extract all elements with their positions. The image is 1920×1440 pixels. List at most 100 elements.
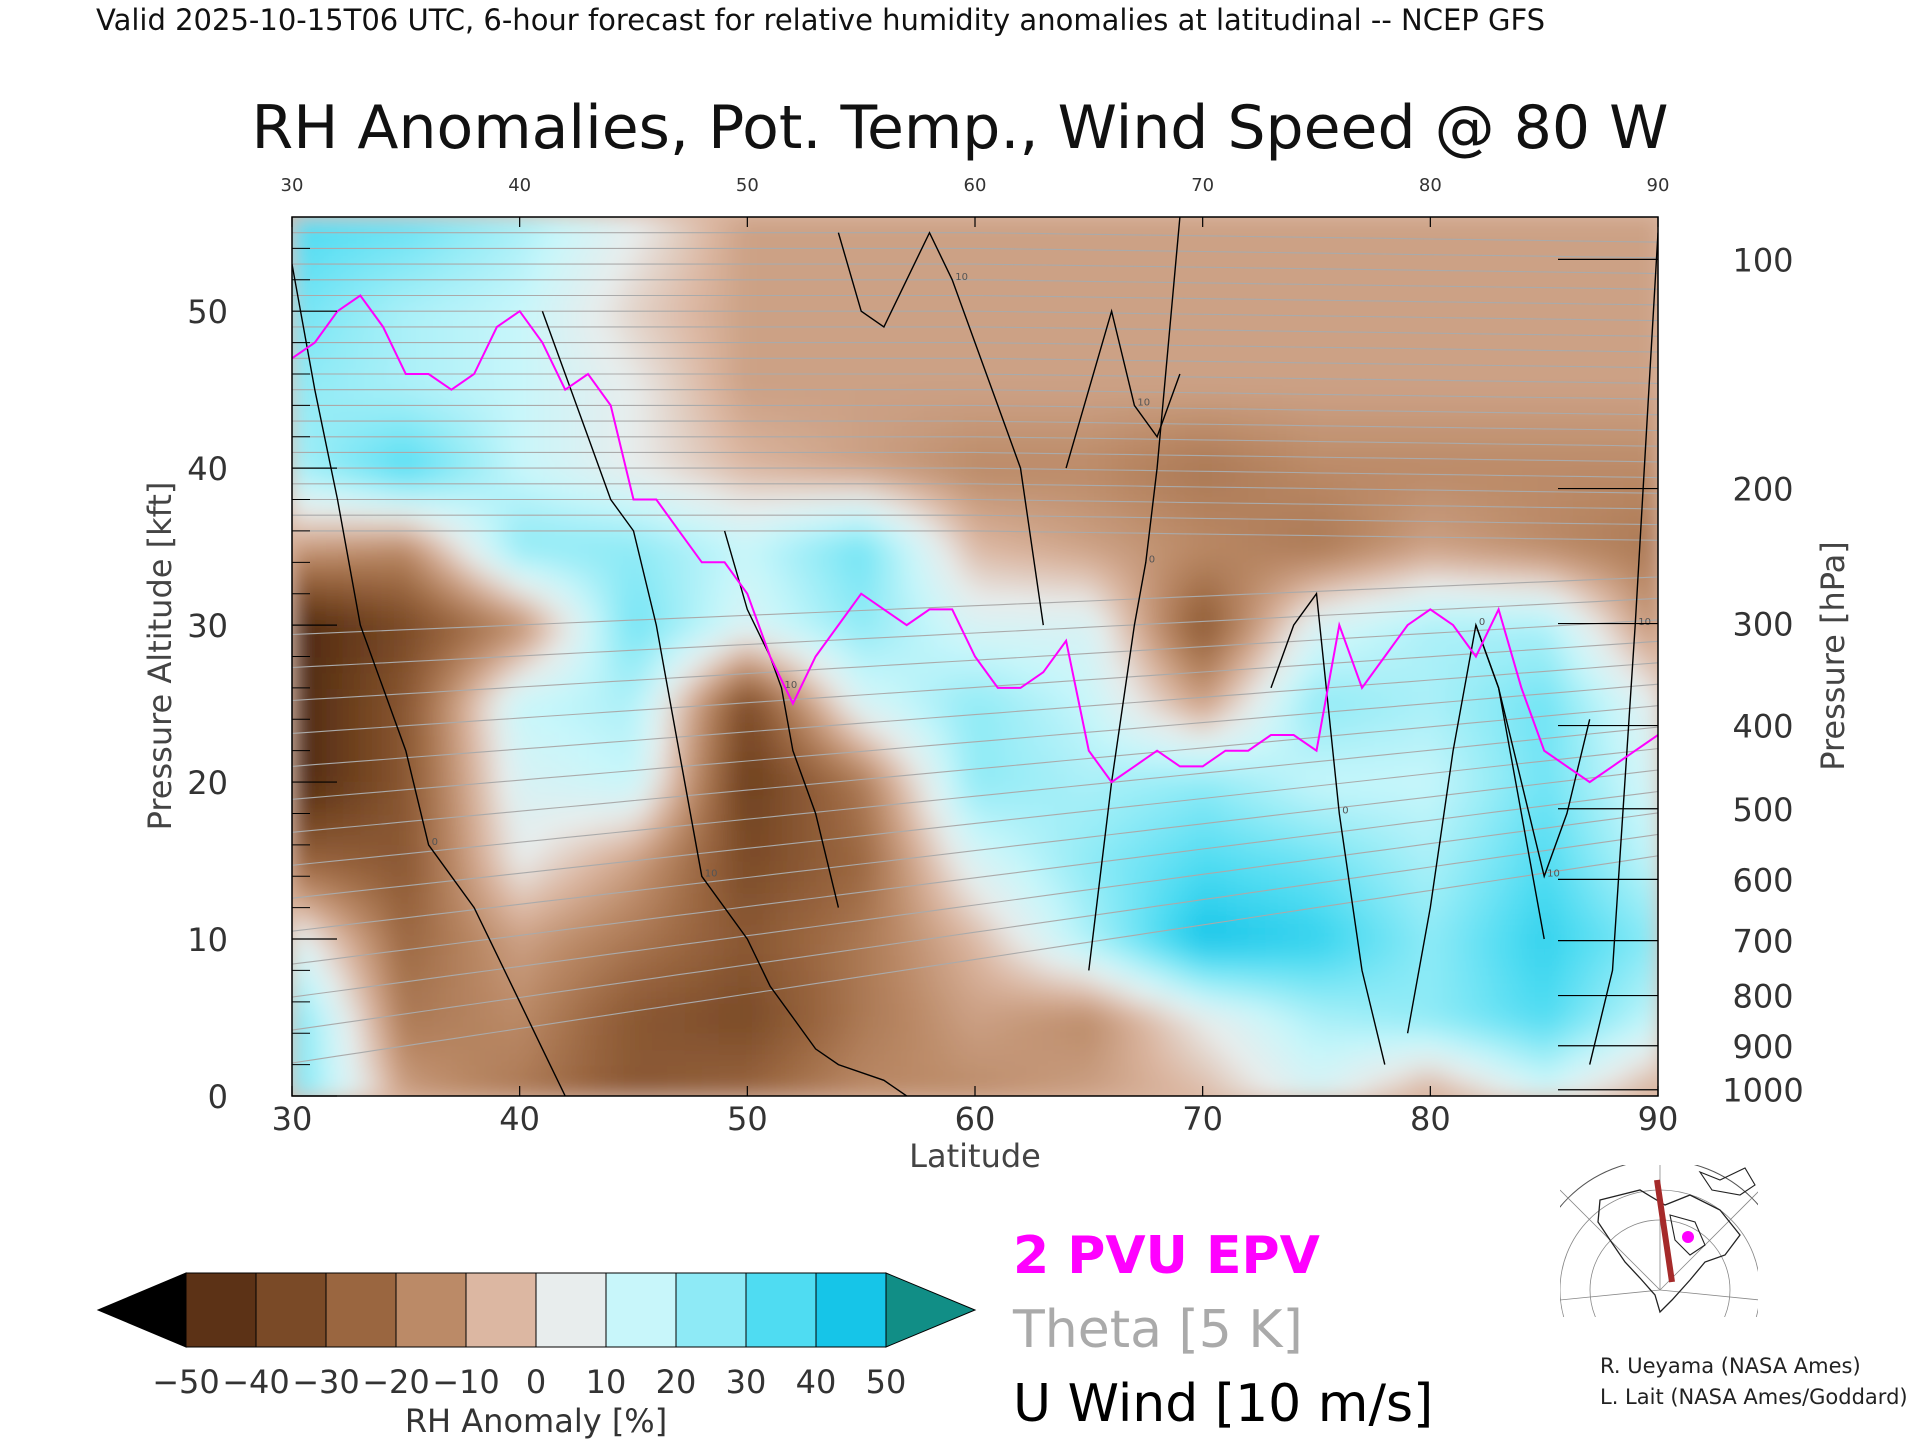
- heat-cell: [1043, 342, 1062, 360]
- heat-cell: [292, 530, 311, 548]
- heat-cell: [855, 264, 874, 281]
- heat-cell: [923, 891, 942, 909]
- heat-cell: [1060, 1001, 1079, 1019]
- heat-cell: [804, 766, 823, 784]
- heat-cell: [1640, 860, 1658, 878]
- heat-cell: [309, 640, 328, 658]
- heat-cell: [1623, 703, 1642, 721]
- heat-cell: [975, 687, 994, 705]
- heat-cell: [1282, 373, 1301, 391]
- heat-cell: [821, 295, 840, 313]
- heat-cell: [1401, 562, 1420, 580]
- heat-cell: [1470, 876, 1489, 893]
- heat-cell: [1623, 358, 1642, 375]
- heat-cell: [1418, 734, 1438, 752]
- heat-cell: [787, 970, 806, 988]
- heat-cell: [1179, 342, 1198, 360]
- heat-cell: [1436, 358, 1455, 375]
- heat-cell: [1026, 264, 1045, 281]
- heat-cell: [1436, 515, 1455, 532]
- heat-cell: [1128, 546, 1147, 564]
- heat-cell: [1367, 546, 1386, 564]
- heat-cell: [1128, 421, 1147, 438]
- heat-cell: [428, 782, 447, 799]
- heat-cell: [906, 939, 925, 956]
- heat-cell: [1077, 311, 1096, 328]
- heat-cell: [1077, 358, 1096, 375]
- heat-cell: [906, 640, 925, 658]
- heat-cell: [1043, 766, 1062, 784]
- heat-cell: [975, 625, 994, 642]
- heat-cell: [1401, 1001, 1420, 1019]
- heat-cell: [735, 499, 755, 517]
- heat-cell: [343, 860, 362, 878]
- heat-cell: [1094, 750, 1113, 768]
- heat-cell: [940, 876, 959, 893]
- heat-cell: [1009, 232, 1028, 250]
- heat-cell: [1026, 844, 1045, 862]
- heat-cell: [377, 954, 396, 972]
- heat-cell: [1094, 954, 1113, 972]
- heat-cell: [1282, 358, 1301, 375]
- heat-cell: [855, 703, 874, 721]
- heat-cell: [343, 844, 362, 862]
- heat-cell: [496, 766, 515, 784]
- heat-cell: [1504, 389, 1523, 407]
- heat-cell: [1333, 891, 1352, 909]
- heat-cell: [616, 358, 635, 375]
- heat-cell: [735, 421, 755, 438]
- heat-cell: [565, 1064, 584, 1082]
- heat-cell: [992, 797, 1011, 815]
- heat-cell: [770, 1048, 789, 1066]
- heat-cell: [1043, 719, 1062, 736]
- heat-cell: [1333, 279, 1352, 297]
- heat-cell: [1094, 970, 1113, 988]
- heat-cell: [1231, 515, 1250, 532]
- heat-cell: [1282, 970, 1301, 988]
- heat-cell: [1521, 499, 1540, 517]
- heat-cell: [1179, 609, 1198, 627]
- heat-cell: [975, 326, 994, 344]
- heat-cell: [360, 766, 379, 784]
- heat-cell: [650, 389, 669, 407]
- heat-cell: [496, 483, 515, 501]
- heat-cell: [923, 326, 942, 344]
- heat-cell: [462, 389, 481, 407]
- heat-cell: [360, 515, 379, 532]
- heat-cell: [531, 1080, 550, 1096]
- heat-cell: [565, 813, 584, 831]
- heat-cell: [1196, 326, 1216, 344]
- heat-cell: [1009, 625, 1028, 642]
- heat-cell: [1077, 640, 1096, 658]
- heat-cell: [548, 1033, 567, 1050]
- heat-cell: [496, 876, 515, 893]
- heat-cell: [309, 578, 328, 595]
- heat-cell: [1248, 530, 1267, 548]
- heat-cell: [1196, 342, 1216, 360]
- heat-cell: [1231, 939, 1250, 956]
- heat-cell: [1606, 578, 1625, 595]
- heat-cell: [684, 311, 703, 328]
- heat-cell: [496, 923, 515, 941]
- heat-cell: [1282, 295, 1301, 313]
- heat-cell: [360, 813, 379, 831]
- heat-cell: [1623, 248, 1642, 266]
- heat-cell: [513, 389, 533, 407]
- heat-cell: [360, 1033, 379, 1050]
- heat-cell: [565, 452, 584, 470]
- heat-cell: [1487, 970, 1506, 988]
- heat-cell: [957, 326, 976, 344]
- heat-cell: [1231, 217, 1250, 234]
- heat-cell: [1214, 436, 1233, 454]
- heat-cell: [684, 954, 703, 972]
- heat-cell: [872, 766, 891, 784]
- heat-cell: [582, 593, 601, 611]
- heat-cell: [787, 311, 806, 328]
- heat-cell: [1640, 703, 1658, 721]
- heat-cell: [1487, 217, 1506, 234]
- heat-cell: [753, 1001, 772, 1019]
- heat-cell: [804, 389, 823, 407]
- heat-cell: [1521, 782, 1540, 799]
- heat-cell: [923, 421, 942, 438]
- heat-cell: [770, 782, 789, 799]
